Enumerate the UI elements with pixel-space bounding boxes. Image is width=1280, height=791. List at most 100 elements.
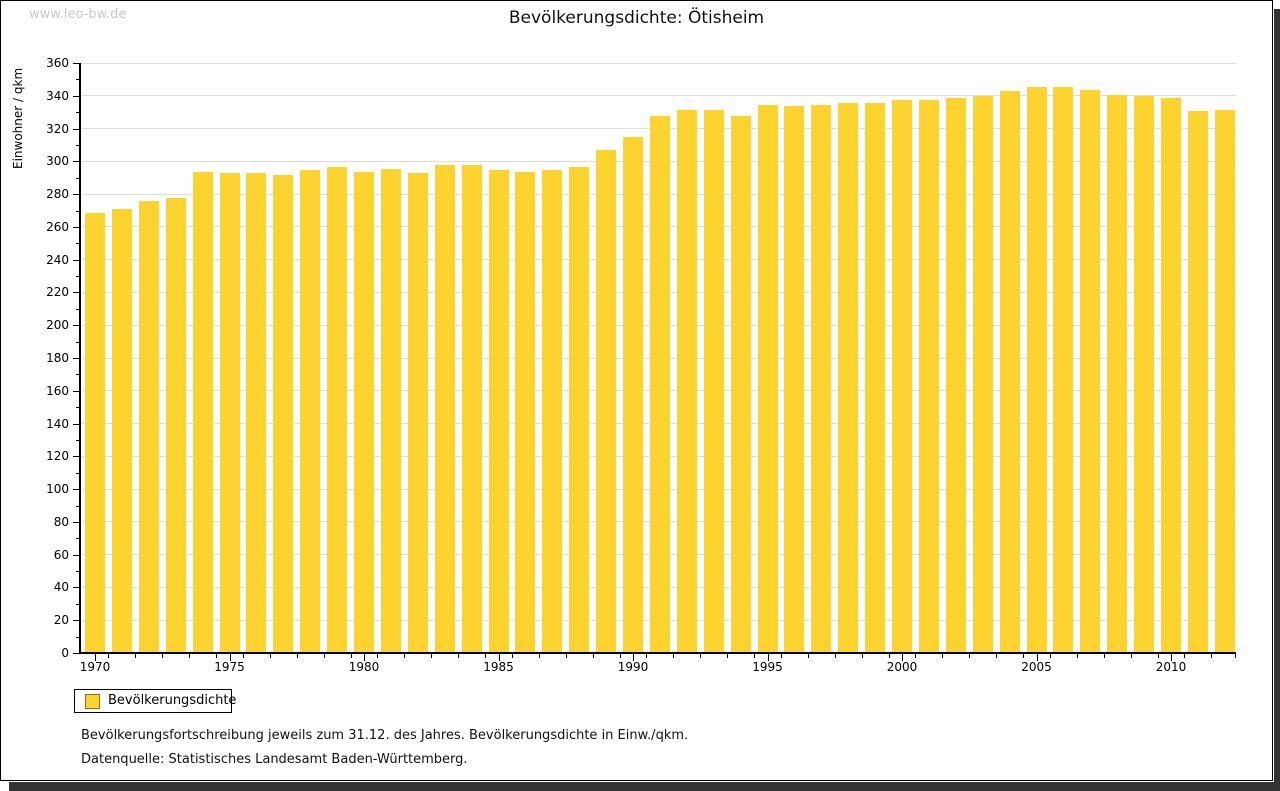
bar [757, 105, 778, 652]
y-tick-label: 260 [46, 219, 69, 234]
x-minor-tick [619, 653, 621, 658]
x-minor-tick [189, 653, 191, 658]
y-minor-tick [76, 112, 80, 114]
chart-title: Bevölkerungsdichte: Ötisheim [508, 8, 765, 28]
y-major-tick [73, 620, 80, 622]
y-minor-tick [76, 144, 80, 146]
x-minor-tick [377, 653, 379, 658]
x-minor-tick [969, 653, 971, 658]
bar [1107, 95, 1128, 652]
x-minor-tick [511, 653, 513, 658]
y-minor-tick [76, 439, 80, 441]
legend-label: Bevölkerungsdichte [108, 693, 237, 708]
x-axis-line [79, 652, 1236, 654]
y-major-tick [73, 194, 80, 196]
y-minor-tick [76, 407, 80, 409]
x-tick-label: 1985 [483, 660, 514, 674]
x-minor-tick [1076, 653, 1078, 658]
y-tick-label: 120 [46, 449, 69, 464]
x-minor-tick [538, 653, 540, 658]
legend-swatch [85, 694, 100, 709]
y-major-tick [73, 587, 80, 589]
y-major-tick [73, 259, 80, 261]
x-minor-tick [1211, 653, 1213, 658]
y-major-tick [73, 161, 80, 163]
bar [999, 91, 1020, 652]
y-minor-tick [76, 603, 80, 605]
bar [165, 198, 186, 652]
bar [1080, 90, 1101, 652]
x-minor-tick [135, 653, 137, 658]
x-minor-tick [646, 653, 648, 658]
y-major-tick [73, 521, 80, 523]
y-major-tick [73, 554, 80, 556]
bar [85, 213, 105, 652]
x-minor-tick [1103, 653, 1105, 658]
y-minor-tick [76, 538, 80, 540]
bar [300, 170, 321, 652]
bar [569, 167, 590, 652]
y-tick-label: 20 [53, 613, 69, 628]
y-minor-tick [76, 341, 80, 343]
x-minor-tick [458, 653, 460, 658]
y-major-tick [73, 423, 80, 425]
x-tick-label: 1995 [752, 660, 783, 674]
x-major-tick [1036, 653, 1038, 661]
y-major-tick [73, 358, 80, 359]
legend: Bevölkerungsdichte [74, 689, 236, 713]
y-tick-label: 140 [46, 416, 69, 431]
bar [407, 173, 428, 652]
y-minor-tick [76, 636, 80, 638]
x-tick-label: 2000 [886, 660, 918, 674]
bar [676, 110, 697, 652]
y-major-tick [73, 95, 80, 97]
x-minor-tick [1049, 653, 1051, 658]
x-minor-tick [108, 653, 110, 658]
x-minor-tick [1184, 653, 1186, 658]
bar [596, 150, 617, 652]
y-tick-label: 340 [46, 88, 69, 103]
bar [246, 173, 267, 652]
x-major-tick [633, 653, 634, 661]
x-minor-tick [996, 653, 998, 658]
bar [892, 100, 912, 652]
y-tick-label: 240 [46, 252, 69, 267]
y-major-tick [73, 456, 80, 458]
bar [354, 172, 374, 652]
bar [488, 170, 509, 652]
frame-shadow-right [1274, 9, 1280, 791]
y-minor-tick [76, 571, 80, 573]
bar [838, 103, 859, 652]
x-minor-tick [754, 653, 755, 658]
x-minor-tick [565, 653, 567, 658]
x-minor-tick [727, 653, 729, 658]
bar [461, 165, 482, 652]
y-tick-label: 160 [46, 383, 69, 398]
y-minor-tick [76, 79, 80, 81]
y-gridline [80, 95, 1236, 97]
x-major-tick [902, 653, 903, 661]
bar [649, 116, 670, 652]
y-major-tick [73, 653, 80, 654]
x-minor-tick [834, 653, 836, 658]
bar [972, 96, 993, 652]
x-minor-tick [216, 653, 217, 658]
bar [945, 98, 966, 652]
bar [1214, 110, 1235, 652]
x-minor-tick [1235, 653, 1236, 658]
y-major-tick [73, 63, 80, 64]
x-minor-tick [269, 653, 271, 658]
bar [918, 100, 939, 652]
x-minor-tick [296, 653, 298, 658]
bar [1187, 111, 1208, 652]
bar [784, 106, 805, 652]
bar [1053, 87, 1074, 652]
x-major-tick [767, 653, 769, 661]
x-minor-tick [861, 653, 863, 658]
bar [1026, 87, 1047, 652]
x-minor-tick [780, 653, 782, 658]
y-tick-label: 80 [53, 514, 69, 529]
footnote-method: Bevölkerungsfortschreibung jeweils zum 3… [81, 728, 689, 743]
x-minor-tick [888, 653, 890, 658]
